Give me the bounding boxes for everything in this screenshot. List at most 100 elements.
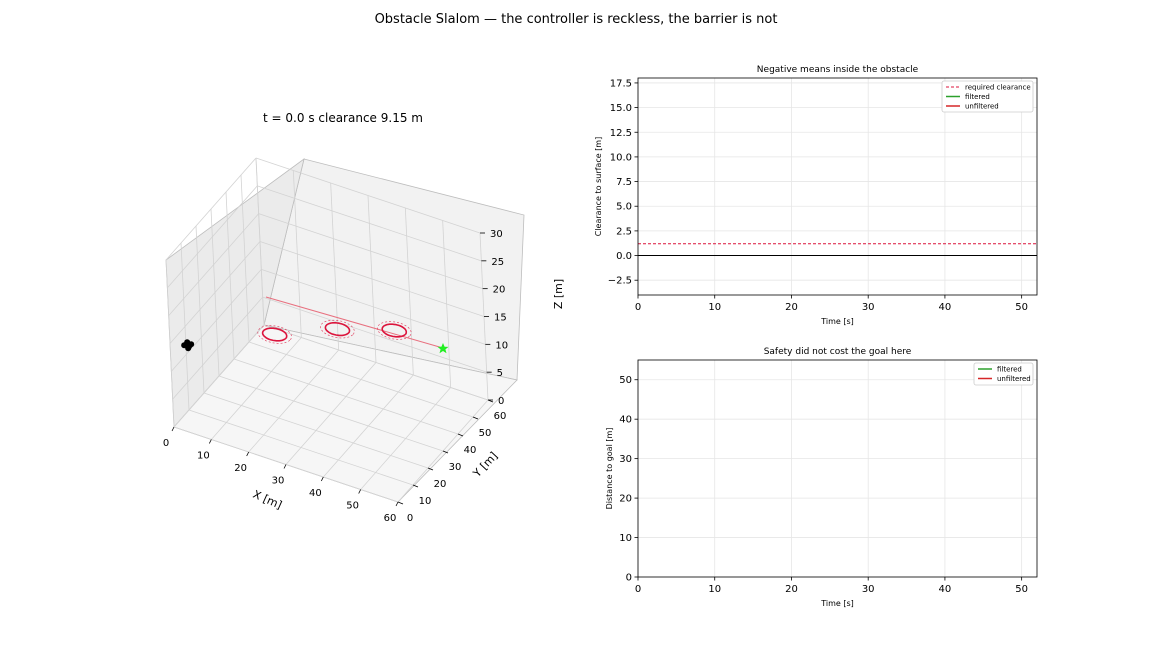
clearance-x-tick-label: 40 [939,302,952,313]
z-axis-label-3d: Z [m] [552,279,565,309]
grid-line-z [167,185,258,289]
z-tick-label-3d: 15 [494,313,507,324]
distance-plot-area [638,360,1037,577]
clearance-x-tick-label: 30 [862,302,875,313]
distance-y-tick-label: 10 [619,533,632,544]
y-tick-label-3d: 50 [479,428,492,439]
clearance-x-tick-label: 0 [635,302,641,313]
clearance-y-tick-label: 17.5 [610,78,632,89]
grid-line-z [173,324,265,428]
x-tick-mark-3d [358,489,362,494]
grid-line-z [263,324,489,401]
clearance-y-tick-label: 15.0 [610,103,632,114]
x-tick-label-3d: 10 [197,451,210,462]
clearance-y-tick-label: 0.0 [616,251,632,262]
obstacle-clearance-ring [377,321,412,340]
y-tick-label-3d: 40 [464,445,477,456]
legend-label-filtered: filtered [997,366,1022,374]
x-tick-label-3d: 30 [272,476,285,487]
x-tick-mark-3d [171,426,175,432]
grid-line-z [257,185,482,262]
grid-line-z [258,213,483,290]
y-tick-label-3d: 20 [434,479,447,490]
x-tick-mark-3d [395,501,399,507]
clearance-y-tick-label: 2.5 [616,226,632,237]
clearance-title: Negative means inside the obstacle [757,65,919,75]
obstacle-clearance-ring [320,319,355,339]
z-tick-label-3d: 25 [491,257,504,268]
clearance-plot-area [638,78,1037,295]
grid-line-z [168,213,259,316]
y-tick-mark-3d [412,484,419,488]
z-tick-label-3d: 30 [490,229,503,240]
goal-star-marker [437,343,449,354]
obstacles [257,319,412,344]
clearance-plot-frame [637,77,1038,296]
distance-x-tick-label: 40 [939,584,952,595]
distance-y-tick-label: 40 [619,415,632,426]
grid-line-z [262,296,487,373]
x-tick-mark-3d [208,439,212,444]
obstacle-clearance-ring [257,325,292,344]
vehicle-marker [186,343,193,350]
x-axis-label-3d: X [m] [251,488,284,512]
reference-path-line [265,296,444,349]
grid-line-y [203,392,429,469]
grid-line-z [172,296,263,400]
grid-line-z [169,241,261,344]
grid-3d [165,157,489,503]
clearance-axes: Negative means inside the obstacle 0 10 20… [594,65,1038,326]
x-tick-label-3d: 20 [234,463,247,474]
clearance-ticks: 0 10 20 30 40 50 −2.5 0.0 2.5 5.0 7.5 10.0 12.5 15.0 1… [608,78,1028,313]
grid-line-z [171,269,262,372]
y-tick-label-3d: 60 [494,411,507,422]
y-tick-mark-3d [442,450,449,454]
y-tick-mark-3d [427,467,434,471]
distance-x-tick-label: 10 [708,584,721,595]
x-tick-mark-3d [246,451,250,457]
clearance-x-label: Time [s] [820,317,854,326]
grid-line-z [259,241,485,317]
clearance-y-label: Clearance to surface [m] [594,137,603,236]
y-tick-mark-3d [457,433,464,437]
z-tick-label-3d: 20 [493,285,506,296]
y-tick-mark-3d [472,416,479,420]
grid-line-z [261,268,486,345]
distance-y-tick-label: 20 [619,494,632,505]
clearance-x-tick-label: 50 [1015,302,1028,313]
z-tick-label-3d: 10 [495,340,508,351]
obstacle-ring [381,323,408,338]
distance-x-tick-label: 30 [862,584,875,595]
clearance-legend: required clearance filtered unfiltered [941,80,1034,113]
y-tick-mark-3d [397,501,404,505]
clearance-legend-box [941,80,1034,113]
y-tick-label-3d: 10 [419,496,432,507]
clearance-y-tick-label: −2.5 [608,276,632,287]
y-tick-label-3d: 0 [407,513,413,524]
legend-label-required-clearance: required clearance [965,84,1031,92]
x-tick-label-3d: 50 [346,501,359,512]
x-tick-label-3d: 40 [309,488,322,499]
distance-plot-frame [637,359,1038,578]
x-tick-label-3d: 0 [163,438,169,449]
clearance-y-tick-label: 7.5 [616,177,632,188]
grid-line-z [165,157,257,261]
obstacle-ring [324,321,351,337]
distance-legend: filtered unfiltered [973,362,1034,386]
z-tick-label-3d: 5 [497,368,503,379]
grid-line-z [255,157,481,234]
legend-label-unfiltered: unfiltered [965,103,999,111]
x-tick-label-3d: 60 [384,513,397,524]
clearance-x-tick-label: 20 [785,302,798,313]
grid-line-y [233,358,459,435]
grid-line-y [218,375,444,452]
distance-y-label: Distance to goal [m] [605,428,614,510]
clearance-y-tick-label: 10.0 [610,152,632,163]
legend-label-filtered: filtered [965,93,990,101]
trajectory-3d-axes: t = 0.0 s clearance 9.15 m 0102030405060… [163,111,565,524]
distance-ticks: 0 10 20 30 40 50 0 10 20 30 40 50 [619,375,1028,595]
clearance-y-tick-label: 5.0 [616,202,632,213]
vehicle-marker-cluster [181,339,195,352]
figure-suptitle: Obstacle Slalom — the controller is reck… [375,12,778,27]
